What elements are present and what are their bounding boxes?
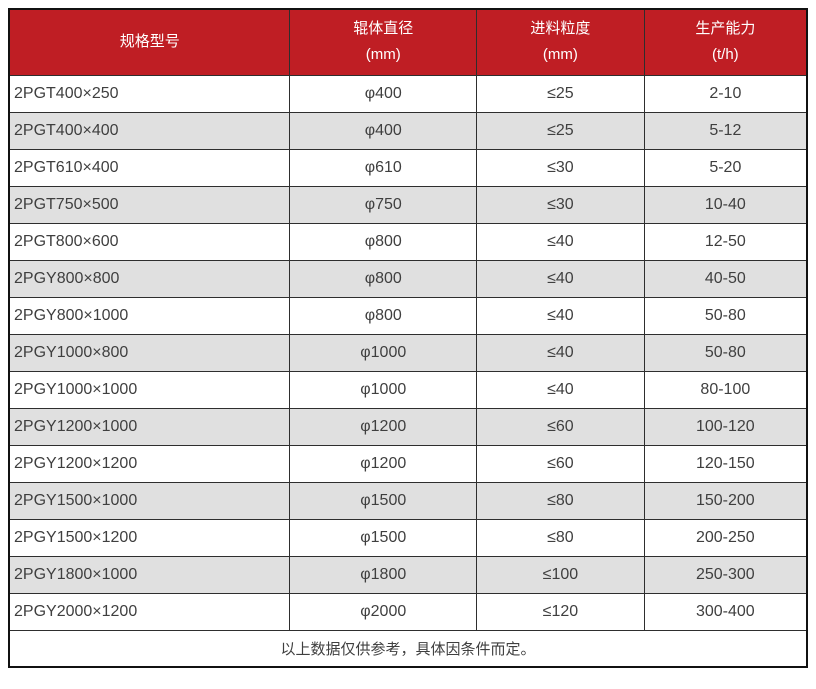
- cell-roller-diameter: φ1800: [289, 555, 478, 594]
- cell-capacity: 80-100: [643, 370, 808, 409]
- cell-feed-size: ≤40: [476, 296, 645, 335]
- cell-roller-diameter: φ1200: [289, 407, 478, 446]
- spec-table: 规格型号 辊体直径 (mm) 进料粒度 (mm) 生产能力 (t/h) 2PGT…: [8, 8, 808, 668]
- col-header-feed-size-label: 进料粒度: [530, 20, 591, 38]
- cell-roller-diameter: φ800: [289, 222, 478, 261]
- table-row: 2PGY2000×1200 φ2000 ≤120 300-400: [8, 592, 808, 631]
- cell-capacity: 10-40: [643, 185, 808, 224]
- col-header-capacity-unit: (t/h): [712, 46, 739, 64]
- cell-capacity: 50-80: [643, 333, 808, 372]
- cell-model: 2PGY1000×800: [8, 333, 291, 372]
- table-row: 2PGT400×400 φ400 ≤25 5-12: [8, 111, 808, 150]
- col-header-capacity: 生产能力 (t/h): [643, 8, 808, 76]
- table-row: 2PGY800×1000 φ800 ≤40 50-80: [8, 296, 808, 335]
- cell-capacity: 100-120: [643, 407, 808, 446]
- cell-model: 2PGY1200×1200: [8, 444, 291, 483]
- cell-capacity: 250-300: [643, 555, 808, 594]
- cell-roller-diameter: φ400: [289, 111, 478, 150]
- cell-capacity: 120-150: [643, 444, 808, 483]
- cell-model: 2PGY1200×1000: [8, 407, 291, 446]
- cell-feed-size: ≤40: [476, 333, 645, 372]
- table-row: 2PGY1800×1000 φ1800 ≤100 250-300: [8, 555, 808, 594]
- cell-model: 2PGT800×600: [8, 222, 291, 261]
- table-row: 2PGY1500×1200 φ1500 ≤80 200-250: [8, 518, 808, 557]
- table-row: 2PGT750×500 φ750 ≤30 10-40: [8, 185, 808, 224]
- cell-roller-diameter: φ1200: [289, 444, 478, 483]
- cell-feed-size: ≤60: [476, 444, 645, 483]
- footer-row: 以上数据仅供参考，具体因条件而定。: [8, 629, 808, 668]
- col-header-model: 规格型号: [8, 8, 291, 76]
- cell-capacity: 5-12: [643, 111, 808, 150]
- col-header-model-label: 规格型号: [119, 33, 180, 51]
- cell-roller-diameter: φ1500: [289, 481, 478, 520]
- cell-roller-diameter: φ1000: [289, 333, 478, 372]
- table-row: 2PGY1200×1000 φ1200 ≤60 100-120: [8, 407, 808, 446]
- cell-feed-size: ≤40: [476, 222, 645, 261]
- cell-capacity: 40-50: [643, 259, 808, 298]
- cell-model: 2PGY1000×1000: [8, 370, 291, 409]
- cell-model: 2PGT400×250: [8, 74, 291, 113]
- cell-feed-size: ≤40: [476, 370, 645, 409]
- cell-feed-size: ≤25: [476, 111, 645, 150]
- col-header-feed-size: 进料粒度 (mm): [476, 8, 645, 76]
- cell-roller-diameter: φ750: [289, 185, 478, 224]
- cell-capacity: 50-80: [643, 296, 808, 335]
- cell-roller-diameter: φ1000: [289, 370, 478, 409]
- table-row: 2PGY1000×1000 φ1000 ≤40 80-100: [8, 370, 808, 409]
- table-row: 2PGY800×800 φ800 ≤40 40-50: [8, 259, 808, 298]
- cell-roller-diameter: φ800: [289, 296, 478, 335]
- cell-feed-size: ≤100: [476, 555, 645, 594]
- cell-model: 2PGY1500×1200: [8, 518, 291, 557]
- table-row: 2PGY1000×800 φ1000 ≤40 50-80: [8, 333, 808, 372]
- table-row: 2PGY1200×1200 φ1200 ≤60 120-150: [8, 444, 808, 483]
- table-footnote: 以上数据仅供参考，具体因条件而定。: [8, 629, 808, 668]
- cell-roller-diameter: φ400: [289, 74, 478, 113]
- cell-feed-size: ≤120: [476, 592, 645, 631]
- cell-feed-size: ≤60: [476, 407, 645, 446]
- cell-capacity: 5-20: [643, 148, 808, 187]
- cell-capacity: 150-200: [643, 481, 808, 520]
- table-row: 2PGY1500×1000 φ1500 ≤80 150-200: [8, 481, 808, 520]
- cell-feed-size: ≤30: [476, 185, 645, 224]
- cell-model: 2PGY1500×1000: [8, 481, 291, 520]
- col-header-capacity-label: 生产能力: [695, 20, 756, 38]
- cell-capacity: 2-10: [643, 74, 808, 113]
- cell-capacity: 12-50: [643, 222, 808, 261]
- cell-model: 2PGY1800×1000: [8, 555, 291, 594]
- cell-feed-size: ≤40: [476, 259, 645, 298]
- cell-roller-diameter: φ2000: [289, 592, 478, 631]
- cell-feed-size: ≤80: [476, 518, 645, 557]
- col-header-roller-diameter-unit: (mm): [365, 46, 401, 64]
- table-row: 2PGT400×250 φ400 ≤25 2-10: [8, 74, 808, 113]
- cell-model: 2PGY2000×1200: [8, 592, 291, 631]
- cell-capacity: 200-250: [643, 518, 808, 557]
- col-header-roller-diameter-label: 辊体直径: [353, 20, 414, 38]
- cell-model: 2PGT750×500: [8, 185, 291, 224]
- header-row: 规格型号 辊体直径 (mm) 进料粒度 (mm) 生产能力 (t/h): [8, 8, 808, 76]
- spec-table-body: 2PGT400×250 φ400 ≤25 2-10 2PGT400×400 φ400 ≤25…: [8, 74, 808, 631]
- cell-feed-size: ≤25: [476, 74, 645, 113]
- cell-feed-size: ≤30: [476, 148, 645, 187]
- table-row: 2PGT800×600 φ800 ≤40 12-50: [8, 222, 808, 261]
- cell-roller-diameter: φ1500: [289, 518, 478, 557]
- cell-capacity: 300-400: [643, 592, 808, 631]
- cell-model: 2PGY800×800: [8, 259, 291, 298]
- cell-feed-size: ≤80: [476, 481, 645, 520]
- cell-roller-diameter: φ800: [289, 259, 478, 298]
- cell-model: 2PGT400×400: [8, 111, 291, 150]
- cell-roller-diameter: φ610: [289, 148, 478, 187]
- col-header-roller-diameter: 辊体直径 (mm): [289, 8, 478, 76]
- table-row: 2PGT610×400 φ610 ≤30 5-20: [8, 148, 808, 187]
- col-header-feed-size-unit: (mm): [542, 46, 578, 64]
- cell-model: 2PGY800×1000: [8, 296, 291, 335]
- cell-model: 2PGT610×400: [8, 148, 291, 187]
